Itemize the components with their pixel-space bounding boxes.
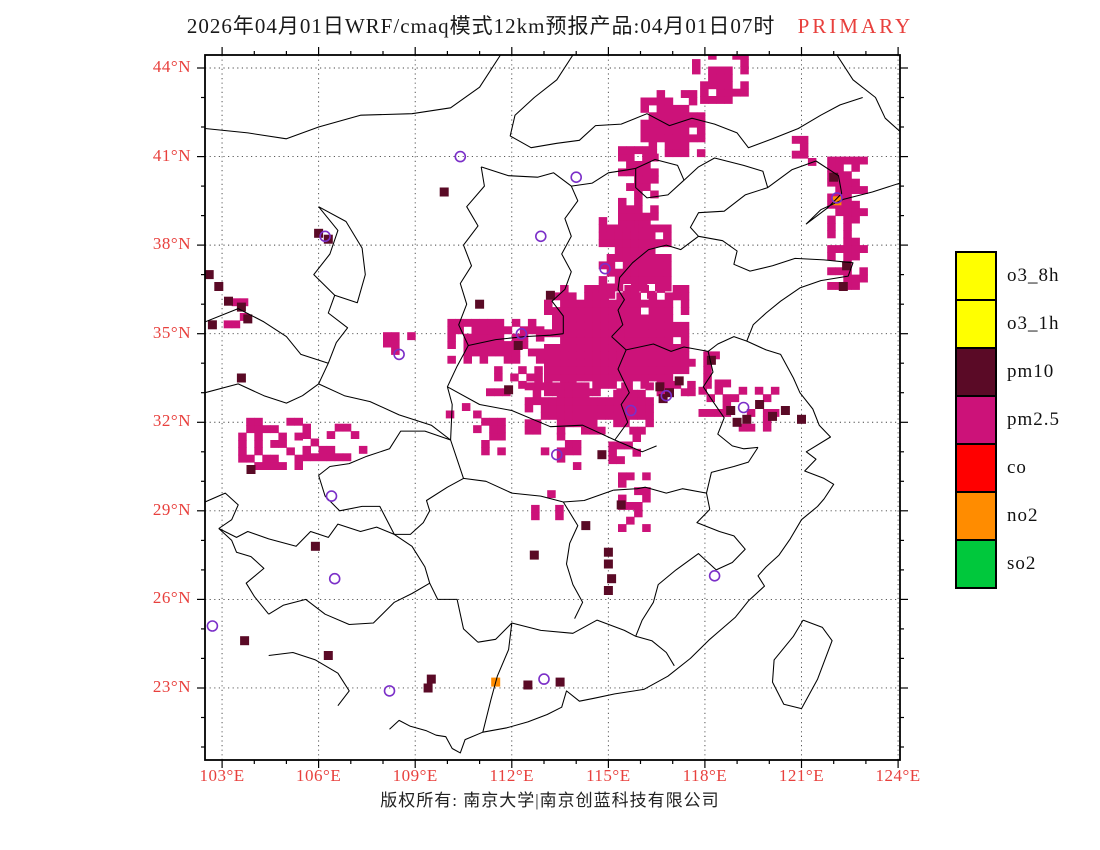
lon-tick-label: 118°E: [682, 766, 728, 785]
legend-item-pm10: pm10: [955, 347, 1060, 397]
legend-item-pm2.5: pm2.5: [955, 395, 1060, 445]
lat-tick-label: 44°N: [152, 56, 191, 76]
lat-tick-label: 38°N: [152, 234, 191, 254]
lat-tick-label: 29°N: [152, 499, 191, 519]
lon-tick-label: 115°E: [586, 766, 631, 785]
province-boundaries-layer: [205, 55, 900, 754]
legend-item-so2: so2: [955, 539, 1060, 589]
lon-tick-label: 124°E: [875, 766, 921, 785]
legend-label: pm10: [1007, 361, 1055, 382]
legend: o3_8h o3_1h pm10 pm2.5 co no2 so2: [955, 251, 1060, 589]
legend-item-no2: no2: [955, 491, 1060, 541]
legend-label: co: [1007, 457, 1027, 478]
lon-tick-label: 109°E: [392, 766, 438, 785]
lat-tick-label: 41°N: [152, 145, 191, 165]
copyright: 版权所有: 南京大学|南京创蓝科技有限公司: [380, 791, 720, 810]
lon-tick-label: 112°E: [489, 766, 535, 785]
legend-swatch-co: [955, 443, 997, 493]
lon-tick-label: 106°E: [296, 766, 342, 785]
legend-label: o3_1h: [1007, 313, 1060, 334]
lon-tick-label: 103°E: [199, 766, 245, 785]
chart-title: 2026年04月01日WRF/cmaq模式12km预报产品:04月01日07时 …: [0, 10, 1100, 40]
legend-item-o3_1h: o3_1h: [955, 299, 1060, 349]
legend-swatch-o3_8h: [955, 251, 997, 301]
legend-swatch-o3_1h: [955, 299, 997, 349]
lat-tick-label: 26°N: [152, 588, 191, 608]
chart-title-text: 2026年04月01日WRF/cmaq模式12km预报产品:04月01日07时: [186, 14, 776, 38]
lon-tick-label: 121°E: [778, 766, 825, 785]
legend-item-co: co: [955, 443, 1060, 493]
lat-tick-label: 32°N: [152, 411, 191, 431]
legend-label: no2: [1007, 505, 1039, 526]
legend-swatch-no2: [955, 491, 997, 541]
station-markers-layer: [206, 150, 843, 697]
lat-tick-label: 35°N: [152, 322, 191, 342]
legend-label: pm2.5: [1007, 409, 1061, 430]
legend-item-o3_8h: o3_8h: [955, 251, 1060, 301]
map-frame: [197, 47, 908, 768]
pollutant-cells-layer: [205, 55, 868, 693]
legend-label: so2: [1007, 553, 1037, 574]
graticule-layer: [205, 55, 900, 760]
forecast-map: [197, 47, 908, 768]
legend-swatch-pm2.5: [955, 395, 997, 445]
map-canvas: [197, 47, 908, 768]
legend-label: o3_8h: [1007, 265, 1060, 286]
legend-swatch-so2: [955, 539, 997, 589]
legend-swatch-pm10: [955, 347, 997, 397]
lat-tick-label: 23°N: [152, 676, 191, 696]
primary-flag-label: PRIMARY: [797, 14, 914, 38]
